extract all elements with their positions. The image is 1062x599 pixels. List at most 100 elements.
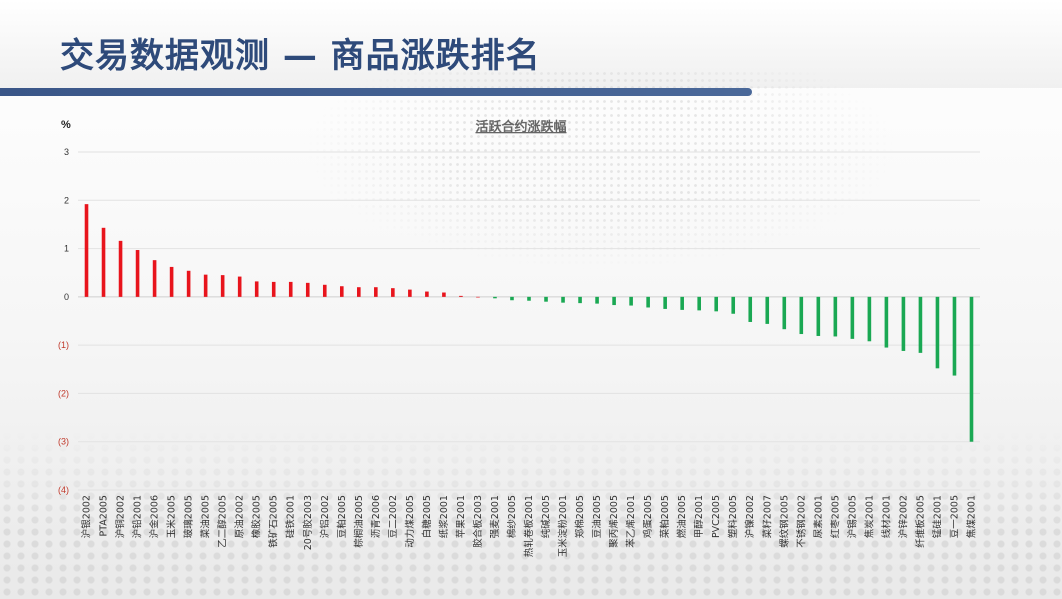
bar-螺纹钢2005: [782, 296, 787, 330]
bar-沪金2006: [152, 260, 157, 297]
x-tick-label: 螺纹钢2005: [778, 495, 790, 548]
bar-白糖2005: [425, 291, 429, 297]
x-tick-label: 豆二2002: [388, 495, 399, 538]
gridlines: [78, 151, 980, 491]
x-tick-label: 棕榈油2005: [353, 495, 365, 548]
bar-红枣2005: [833, 296, 838, 337]
bar-豆粕2005: [339, 286, 344, 297]
bar-尿素2001: [816, 296, 821, 336]
bar-橡胶2005: [254, 281, 259, 297]
x-tick-label: 塑料2005: [727, 495, 739, 538]
x-tick-label: 线材2001: [880, 495, 892, 538]
x-tick-label: 胶合板2003: [472, 495, 484, 548]
bar-沪银2002: [84, 204, 89, 297]
y-tick-label: 2: [64, 195, 69, 205]
page-title: 交易数据观测 — 商品涨跌排名: [60, 36, 541, 76]
y-tick-label: (4): [58, 485, 69, 495]
x-tick-label: 玉米淀粉2001: [557, 495, 569, 557]
bar-铁矿石2005: [271, 281, 276, 297]
bar-原油2002: [237, 276, 242, 297]
x-axis-labels: 沪银2002 PTA2005 沪铜2002 沪铅2001 沪金2006 玉米2005 玻璃2…: [81, 495, 978, 557]
bar-纸浆2001: [442, 292, 446, 297]
bar-胶合板2003: [476, 296, 480, 298]
x-tick-label: 郑棉2005: [574, 495, 586, 538]
bar-苹果2001: [459, 295, 463, 297]
bar-20号胶2003: [305, 282, 310, 297]
x-tick-label: 豆一2005: [949, 495, 960, 538]
y-tick-label: (2): [58, 388, 69, 398]
x-tick-label: 沪锌2002: [897, 495, 909, 538]
y-tick-label: 0: [64, 292, 69, 302]
x-tick-label: 豆粕2005: [336, 495, 348, 538]
x-tick-label: 苹果2001: [455, 495, 467, 538]
x-tick-label: 菜籽2007: [761, 495, 773, 538]
x-tick-label: 橡胶2005: [251, 495, 263, 538]
x-tick-label: 棉纱2005: [506, 495, 518, 538]
bar-棉纱2005: [510, 296, 514, 301]
x-tick-label: 焦炭2001: [863, 495, 875, 538]
x-tick-label: 尿素2001: [812, 495, 824, 538]
bars: [84, 204, 974, 442]
bar-棕榈油2005: [357, 287, 361, 297]
bar-不锈钢2002: [799, 296, 804, 335]
x-tick-label: 豆油2005: [591, 495, 603, 538]
world-map-watermark: [300, 70, 900, 270]
x-tick-label: 动力煤2005: [404, 495, 416, 548]
y-tick-label: (3): [58, 437, 69, 447]
x-tick-label: PTA2005: [99, 495, 110, 536]
bar-焦炭2001: [867, 296, 872, 342]
x-tick-label: 红枣2005: [829, 495, 841, 538]
bar-动力煤2005: [408, 289, 412, 297]
bar-菜油2005: [203, 274, 208, 297]
x-tick-label: 沪金2006: [149, 495, 161, 538]
x-tick-label: 纸浆2001: [438, 495, 450, 538]
x-tick-label: 乙二醇2005: [217, 495, 229, 548]
bar-聚丙烯2005: [612, 296, 616, 306]
bar-沪铝2002: [322, 284, 327, 297]
y-axis-unit: %: [61, 119, 71, 131]
x-tick-label: 焦煤2001: [965, 495, 977, 538]
x-tick-label: 硅铁2001: [285, 495, 297, 538]
x-tick-label: 甲醇2001: [693, 495, 705, 538]
y-axis: % 3 2 1 0 (1) (2) (3) (4): [58, 119, 71, 495]
bar-玻璃2005: [186, 270, 191, 297]
x-tick-label: 沪银2002: [81, 495, 93, 538]
x-tick-label: 纯碱2005: [540, 495, 552, 538]
bar-豆油2005: [595, 296, 599, 304]
bar-沪铜2002: [118, 240, 123, 297]
x-tick-label: 强麦2001: [489, 495, 501, 538]
bar-燃油2005: [680, 296, 684, 310]
bar-沥青2006: [374, 287, 378, 297]
x-tick-label: 沪锡2005: [846, 495, 858, 538]
bar-强麦2001: [493, 296, 497, 299]
y-tick-label: 1: [64, 244, 69, 254]
bar-硅铁2001: [288, 281, 293, 297]
bar-锰硅2001: [935, 296, 940, 369]
x-tick-label: 燃油2005: [676, 495, 688, 538]
bar-豆一2005: [952, 296, 957, 376]
x-tick-label: 菜油2005: [200, 495, 212, 538]
x-tick-label: 纤维板2005: [914, 495, 926, 548]
bar-线材2001: [884, 296, 889, 348]
x-tick-label: 苯乙烯2001: [625, 495, 637, 548]
x-tick-label: 铁矿石2005: [268, 495, 280, 548]
bar-玉米淀粉2001: [561, 296, 565, 303]
bar-郑棉2005: [578, 296, 582, 304]
bar-焦煤2001: [969, 296, 974, 442]
x-tick-label: 20号胶2003: [302, 495, 314, 550]
bar-沪铅2001: [135, 250, 140, 297]
title-underline-bar: [0, 88, 752, 96]
bar-纯碱2005: [544, 296, 548, 302]
bar-塑料2005: [731, 296, 736, 314]
x-tick-label: 沥青2006: [370, 495, 382, 538]
y-tick-label: 3: [64, 147, 69, 157]
bar-热轧卷板2001: [527, 296, 531, 301]
x-tick-label: 沪铅2001: [132, 495, 144, 538]
bar-沪镍2002: [748, 296, 753, 322]
bar-菜籽2007: [765, 296, 770, 324]
chart-title: 活跃合约涨跌幅: [475, 119, 566, 135]
bar-甲醇2001: [697, 296, 701, 311]
x-tick-label: 鸡蛋2005: [642, 495, 654, 538]
x-tick-label: 原油2002: [234, 495, 246, 538]
